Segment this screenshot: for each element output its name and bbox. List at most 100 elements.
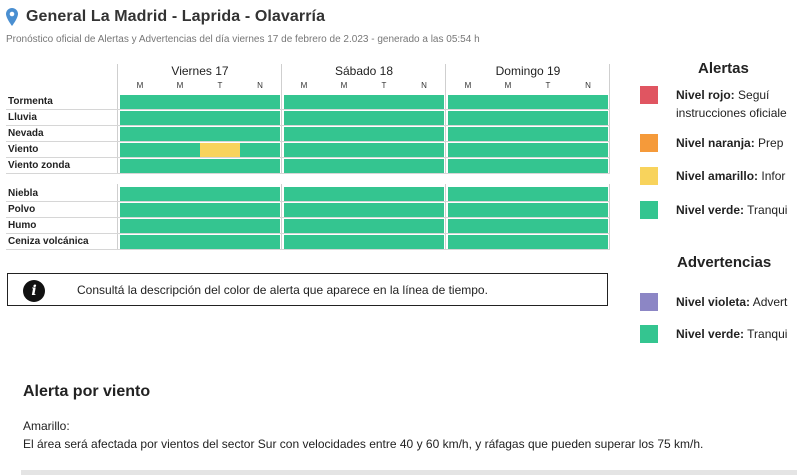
page-title: General La Madrid - Laprida - Olavarría: [26, 8, 326, 25]
page-header: General La Madrid - Laprida - Olavarría: [6, 6, 325, 28]
row-label-polvo: Polvo: [8, 204, 36, 215]
row-label-humo: Humo: [8, 220, 37, 231]
alert-description: El área será afectada por vientos del se…: [23, 437, 704, 451]
row-divider: [6, 173, 610, 174]
alert-title: Alerta por viento: [23, 383, 151, 400]
level-cell: [284, 143, 444, 157]
row-label-tormenta: Tormenta: [8, 96, 53, 107]
period-letter: T: [381, 81, 387, 90]
period-letter: M: [300, 81, 308, 90]
grid-divider: [281, 64, 282, 174]
grid-divider: [445, 64, 446, 174]
level-cell: [448, 159, 608, 173]
legend-item-verde-advertencia: Nivel verde: Tranqui: [640, 325, 797, 343]
period-letter: T: [545, 81, 551, 90]
legend-level: Nivel amarillo:: [676, 169, 759, 183]
row-label-nevada: Nevada: [8, 128, 44, 139]
period-letter: N: [421, 81, 427, 90]
level-cell: [448, 111, 608, 125]
row-divider: [6, 125, 610, 126]
row-label-niebla: Niebla: [8, 188, 39, 199]
level-cell-viento-viernes: [120, 143, 280, 157]
legend-desc-line2: instrucciones oficiale: [676, 106, 787, 120]
page-subtitle: Pronóstico oficial de Alertas y Adverten…: [6, 34, 480, 45]
legend-level: Nivel rojo:: [676, 88, 735, 102]
period-letter: M: [464, 81, 472, 90]
level-cell: [448, 235, 608, 249]
row-divider: [6, 217, 610, 218]
level-cell: [120, 219, 280, 233]
legend-desc: Tranqui: [747, 203, 788, 217]
level-cell: [448, 143, 608, 157]
legend-desc: Tranqui: [747, 327, 788, 341]
row-divider: [6, 109, 610, 110]
row-label-viento: Viento: [8, 144, 39, 155]
legend-level: Nivel naranja:: [676, 136, 755, 150]
location-pin-icon: [6, 8, 18, 26]
level-cell: [120, 95, 280, 109]
level-cell: [284, 187, 444, 201]
grid-divider: [117, 64, 118, 174]
legend-desc: Prep: [758, 136, 784, 150]
legend-level: Nivel violeta:: [676, 295, 751, 309]
row-divider: [6, 157, 610, 158]
level-cell: [120, 127, 280, 141]
legend-item-rojo: Nivel rojo: Seguí instrucciones oficiale: [640, 86, 797, 122]
legend-desc: Advert: [752, 295, 788, 309]
level-cell: [284, 235, 444, 249]
yellow-level-segment: [200, 143, 240, 157]
level-cell: [448, 95, 608, 109]
level-cell: [448, 219, 608, 233]
legend-item-violeta: Nivel violeta: Advert: [640, 293, 797, 311]
period-letter: M: [340, 81, 348, 90]
row-label-viento-zonda: Viento zonda: [8, 160, 71, 171]
info-text: Consultá la descripción del color de ale…: [77, 283, 488, 297]
row-divider: [6, 249, 610, 250]
period-letter: N: [257, 81, 263, 90]
period-letters-domingo: M M T N: [448, 81, 608, 91]
level-cell: [284, 127, 444, 141]
period-letter: M: [176, 81, 184, 90]
level-cell: [284, 219, 444, 233]
level-cell: [284, 111, 444, 125]
legend-item-naranja: Nivel naranja: Prep: [640, 134, 797, 152]
bottom-panel-edge: [21, 470, 797, 475]
level-cell: [448, 187, 608, 201]
legend-swatch-verde: [640, 325, 658, 343]
day-header-domingo: Domingo 19: [495, 64, 561, 78]
period-letters-sabado: M M T N: [284, 81, 444, 91]
level-cell: [284, 95, 444, 109]
legend-item-verde: Nivel verde: Tranqui: [640, 201, 797, 219]
legend-level: Nivel verde:: [676, 203, 745, 217]
level-cell: [120, 235, 280, 249]
level-cell: [284, 159, 444, 173]
legend-swatch-rojo: [640, 86, 658, 104]
row-divider: [6, 233, 610, 234]
alert-timeline: Viernes 17 Sábado 18 Domingo 19 M M T N …: [6, 64, 610, 254]
row-label-ceniza-volcanica: Ceniza volcánica: [8, 236, 89, 247]
period-letter: N: [585, 81, 591, 90]
row-divider: [6, 201, 610, 202]
legend-swatch-verde: [640, 201, 658, 219]
legend-desc: Seguí: [738, 88, 770, 102]
level-cell: [120, 159, 280, 173]
period-letters-viernes: M M T N: [120, 81, 280, 91]
legend-desc: Infor: [761, 169, 786, 183]
period-letter: T: [217, 81, 223, 90]
legend-level: Nivel verde:: [676, 327, 745, 341]
level-cell: [284, 203, 444, 217]
level-cell: [120, 111, 280, 125]
legend-title-advertencias: Advertencias: [677, 254, 772, 271]
level-cell: [448, 127, 608, 141]
alert-level: Amarillo:: [23, 419, 70, 433]
legend-item-amarillo: Nivel amarillo: Infor: [640, 167, 797, 185]
day-header-sabado: Sábado 18: [334, 64, 394, 78]
grid-divider: [609, 64, 610, 174]
row-label-lluvia: Lluvia: [8, 112, 37, 123]
legend-swatch-amarillo: [640, 167, 658, 185]
legend-swatch-naranja: [640, 134, 658, 152]
period-letter: M: [136, 81, 144, 90]
legend-title-alertas: Alertas: [698, 60, 749, 77]
level-cell: [448, 203, 608, 217]
row-divider: [6, 141, 610, 142]
